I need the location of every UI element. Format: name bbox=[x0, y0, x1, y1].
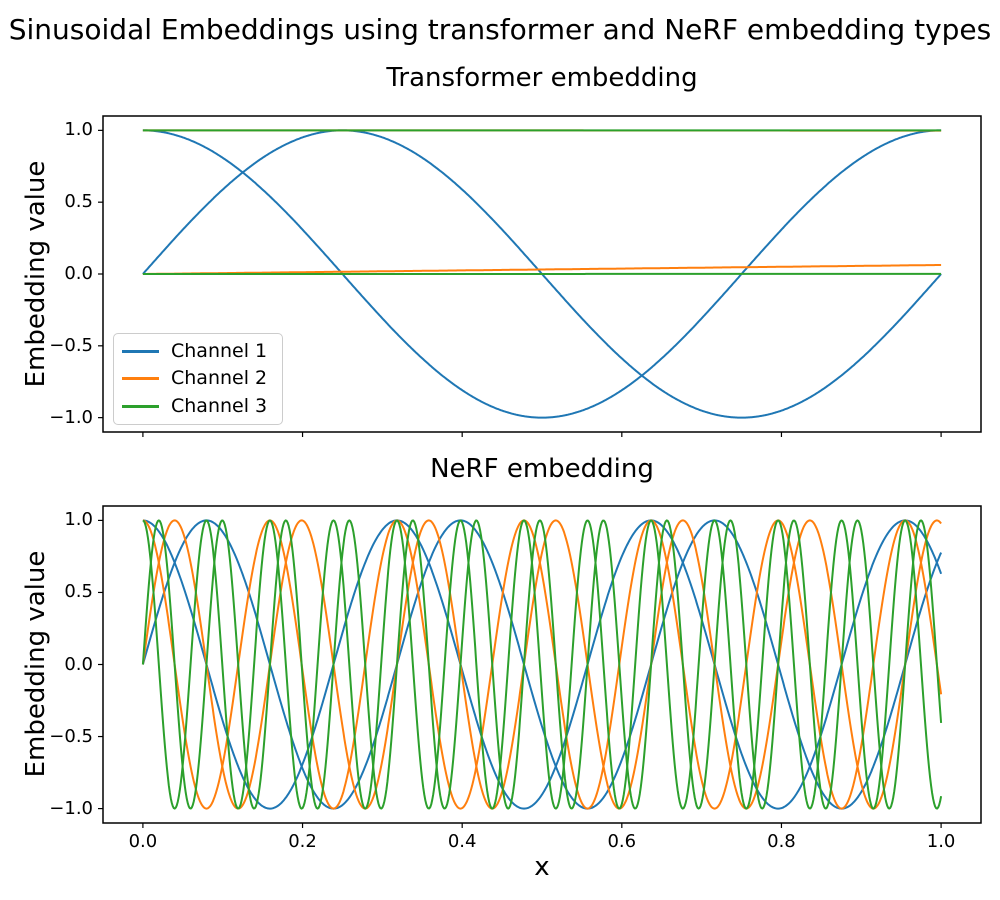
y-tick-label: 0.5 bbox=[64, 581, 93, 603]
x-tick-label: 1.0 bbox=[926, 831, 956, 852]
y-tick-label: 0.0 bbox=[64, 653, 93, 675]
legend-label-channel-2: Channel 2 bbox=[171, 367, 268, 390]
curve-channel-2-sin bbox=[141, 519, 942, 810]
y-tick-label: 0.0 bbox=[64, 263, 93, 284]
curve-channel-1-cos bbox=[142, 129, 942, 419]
curve-channel-3-cos bbox=[142, 519, 943, 810]
x-tick-label: 0.6 bbox=[607, 831, 637, 852]
y-tick-label: −1.0 bbox=[49, 797, 93, 819]
legend-entry-channel-2: Channel 2 bbox=[122, 369, 274, 388]
curve-channel-3-sin bbox=[141, 519, 943, 810]
legend-label-channel-1: Channel 1 bbox=[171, 340, 268, 363]
legend-entry-channel-3: Channel 3 bbox=[122, 394, 274, 417]
legend-line-swatch-channel-2 bbox=[122, 377, 159, 381]
y-tick-label: 1.0 bbox=[64, 119, 93, 141]
legend-label-channel-3: Channel 3 bbox=[171, 394, 268, 417]
x-axis-label: x bbox=[534, 852, 550, 882]
y-tick-label: 0.5 bbox=[64, 191, 93, 213]
x-tick-label: 0.2 bbox=[288, 831, 317, 852]
legend: Channel 1 Channel 2 Channel 3 bbox=[113, 333, 283, 425]
y-tick-label: −1.0 bbox=[49, 406, 93, 428]
legend-line-swatch-channel-1 bbox=[122, 350, 159, 354]
curve-channel-1-sin bbox=[141, 519, 943, 810]
legend-entry-channel-1: Channel 1 bbox=[122, 342, 274, 361]
curve-channel-2-sin bbox=[142, 264, 942, 275]
figure-suptitle: Sinusoidal Embeddings using transformer … bbox=[8, 13, 992, 46]
transformer-plot-title: Transformer embedding bbox=[386, 63, 698, 93]
legend-line-swatch-channel-3 bbox=[122, 404, 159, 408]
y-tick-label: −0.5 bbox=[49, 334, 93, 356]
y-tick-label: 1.0 bbox=[64, 509, 93, 531]
x-tick-label: 0.8 bbox=[767, 831, 796, 852]
curve-channel-1-cos bbox=[142, 519, 943, 810]
y-tick-label: −0.5 bbox=[49, 725, 93, 747]
x-tick-label: 0.4 bbox=[447, 831, 477, 852]
nerf-plot-title: NeRF embedding bbox=[430, 454, 654, 484]
x-tick-label: 0.0 bbox=[128, 831, 158, 852]
